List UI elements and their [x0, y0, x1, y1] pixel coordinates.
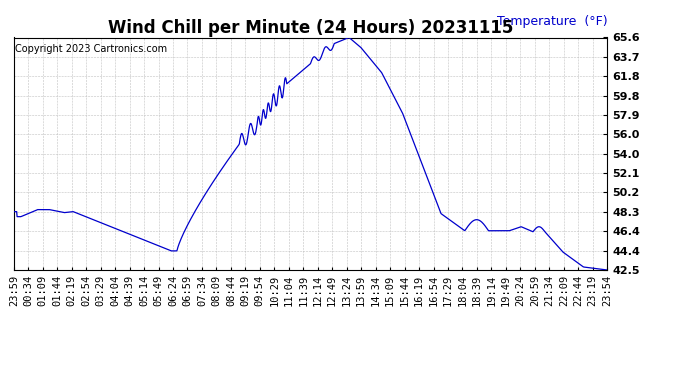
Text: Copyright 2023 Cartronics.com: Copyright 2023 Cartronics.com — [15, 45, 167, 54]
Text: Temperature  (°F): Temperature (°F) — [497, 15, 607, 28]
Title: Wind Chill per Minute (24 Hours) 20231115: Wind Chill per Minute (24 Hours) 2023111… — [108, 20, 513, 38]
